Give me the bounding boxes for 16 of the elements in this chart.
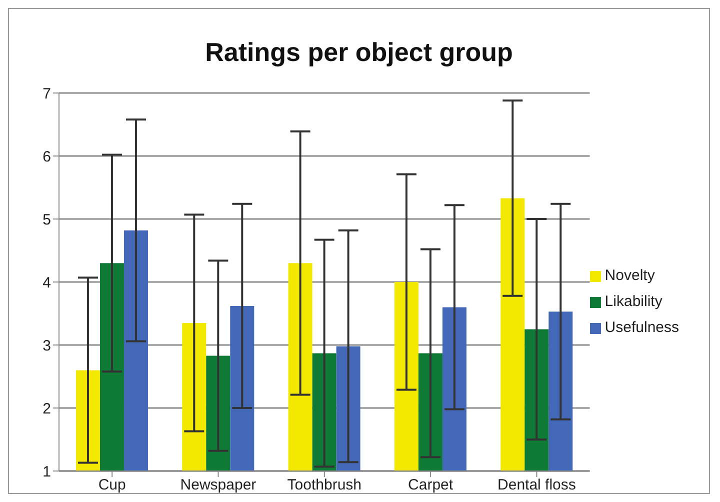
- chart-title: Ratings per object group: [204, 36, 514, 69]
- y-tick-label: 6: [42, 148, 51, 166]
- y-tick-label: 4: [42, 274, 51, 292]
- y-tick-label: 5: [42, 211, 51, 228]
- legend-label: Usefulness: [604, 319, 679, 336]
- x-tick-label: Toothbrush: [287, 476, 362, 494]
- y-tick-label: 7: [42, 85, 51, 102]
- y-tick-label: 2: [42, 400, 51, 418]
- legend-label: Novelty: [604, 267, 655, 284]
- x-tick-label: Newspaper: [180, 476, 256, 494]
- x-tick-label: Carpet: [408, 476, 454, 494]
- x-tick-label: Dental floss: [498, 476, 576, 494]
- legend-label: Likability: [604, 293, 662, 310]
- x-tick-label: Cup: [98, 476, 126, 494]
- y-tick-label: 1: [42, 463, 51, 480]
- y-tick-label: 3: [42, 337, 51, 354]
